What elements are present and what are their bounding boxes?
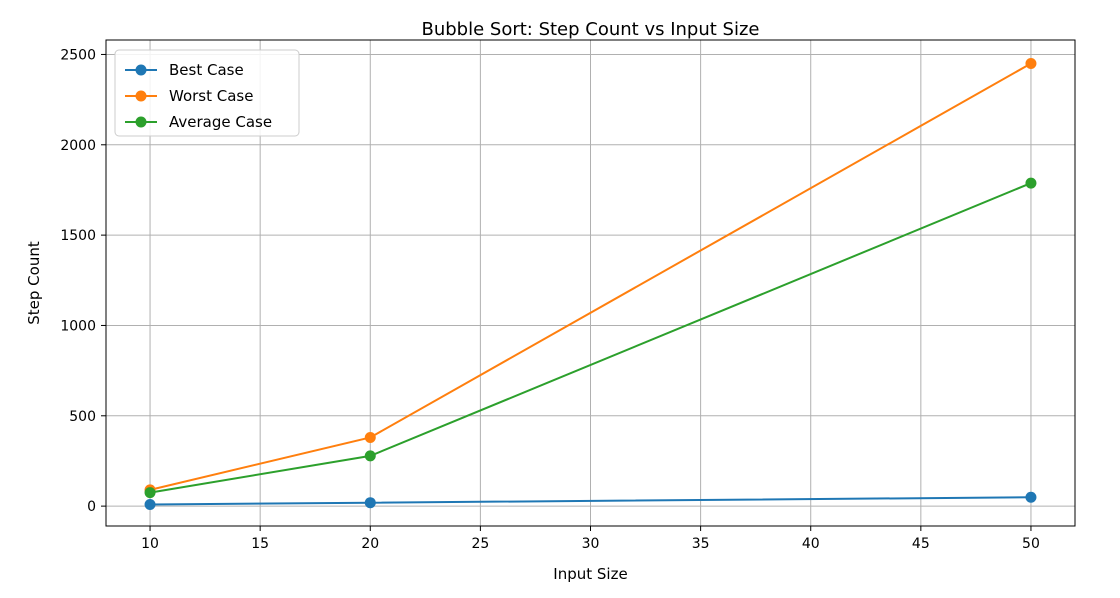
y-tick-label: 2000 [60,138,96,154]
x-tick-label: 20 [361,536,379,552]
data-point [144,499,156,511]
y-tick-label: 2500 [60,47,96,63]
legend-item: Best Case [125,61,244,79]
data-point [1025,57,1037,69]
data-point [144,487,156,499]
series-average-case [144,177,1037,499]
data-point [364,431,376,443]
legend-item: Worst Case [125,87,253,105]
x-tick-label: 25 [471,536,489,552]
x-tick-label: 45 [912,536,930,552]
legend-swatch-marker [135,64,147,76]
y-tick-label: 1000 [60,318,96,334]
legend-swatch-marker [135,90,147,102]
legend-box [114,49,300,137]
legend-label: Worst Case [169,87,253,105]
legend-item: Average Case [125,113,272,131]
series-layer [144,57,1037,511]
y-tick-label: 0 [87,499,96,515]
legend-label: Best Case [169,61,244,79]
grid [106,40,1075,526]
y-tick-label: 500 [69,409,96,425]
data-point [364,450,376,462]
y-tick-label: 1500 [60,228,96,244]
series-best-case [144,491,1037,511]
x-tick-label: 15 [251,536,269,552]
data-point [1025,177,1037,189]
data-point [364,497,376,509]
legend-swatch-marker [135,116,147,128]
x-tick-label: 30 [582,536,600,552]
legend: Best Case Worst Case Average Case [114,49,300,137]
chart-title: Bubble Sort: Step Count vs Input Size [421,19,759,40]
data-point [1025,491,1037,503]
x-tick-label: 40 [802,536,820,552]
x-tick-label: 35 [692,536,710,552]
x-tick-label: 10 [141,536,159,552]
legend-label: Average Case [169,113,272,131]
x-axis-label: Input Size [553,565,627,583]
y-axis-label: Step Count [25,241,43,325]
x-tick-label: 50 [1022,536,1040,552]
